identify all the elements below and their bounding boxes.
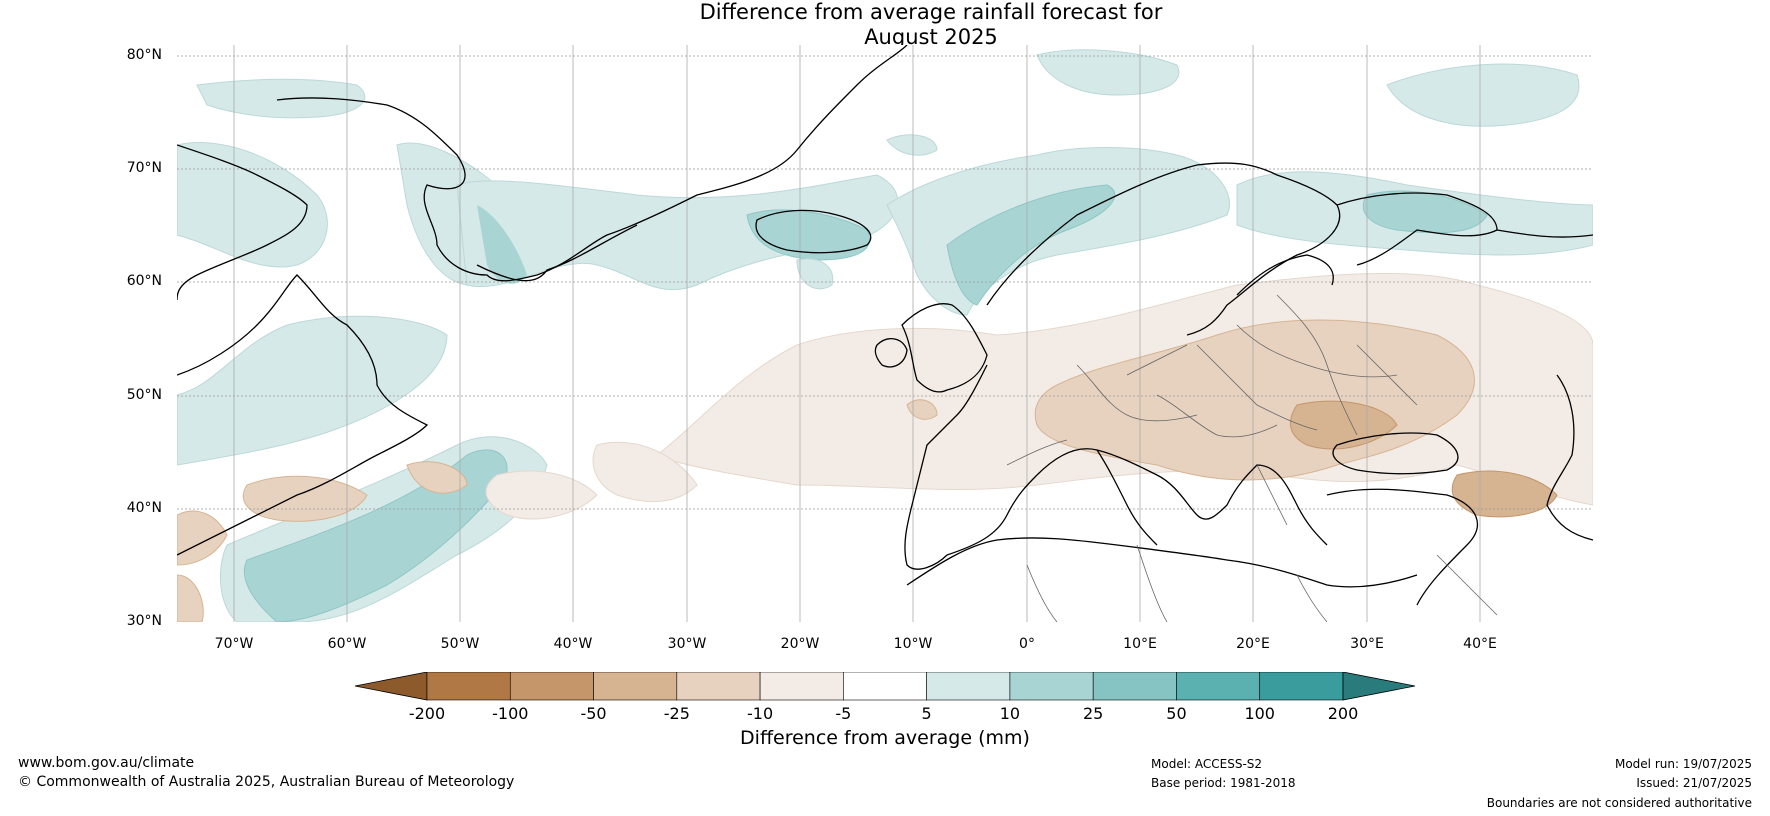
colorbar-extend-low: [354, 672, 428, 701]
colorbar-tick-label: -50: [580, 704, 607, 723]
colorbar-segment: [1259, 672, 1344, 701]
lat-label-40n: 40°N: [126, 500, 162, 516]
lon-label-30w: 30°W: [667, 636, 707, 652]
website-text: www.bom.gov.au/climate: [18, 755, 195, 771]
colorbar-tick-label: 100: [1244, 704, 1275, 723]
lon-label-10e: 10°E: [1123, 636, 1157, 652]
lon-label-40e: 40°E: [1463, 636, 1497, 652]
colorbar-segment: [1176, 672, 1261, 701]
colorbar-tick-label: -5: [835, 704, 852, 723]
colorbar-tick-label: 10: [999, 704, 1021, 723]
issued-text: Issued: 21/07/2025: [1636, 776, 1752, 790]
colorbar-segment: [509, 672, 594, 701]
colorbar-extend-high: [1342, 672, 1416, 701]
colorbar-tick-label: -10: [747, 704, 774, 723]
lon-label-30e: 30°E: [1350, 636, 1384, 652]
lat-label-80n: 80°N: [126, 47, 162, 63]
title-line-1: Difference from average rainfall forecas…: [699, 0, 1163, 24]
disclaimer-text: Boundaries are not considered authoritat…: [1486, 796, 1752, 810]
colorbar-tick-label: 200: [1327, 704, 1359, 723]
lon-label-60w: 60°W: [327, 636, 367, 652]
lat-label-30n: 30°N: [126, 613, 162, 629]
colorbar-segment: [843, 672, 927, 701]
colorbar-tick-label: 25: [1082, 704, 1104, 723]
lon-label-0: 0°: [1019, 636, 1035, 652]
lon-label-10w: 10°W: [893, 636, 933, 652]
lon-label-20e: 20°E: [1236, 636, 1270, 652]
lon-label-20w: 20°W: [780, 636, 820, 652]
lon-label-50w: 50°W: [440, 636, 480, 652]
lat-label-70n: 70°N: [126, 160, 162, 176]
copyright-text: © Commonwealth of Australia 2025, Austra…: [18, 774, 515, 790]
colorbar-tick-label: 5: [921, 704, 932, 723]
colorbar-segment: [593, 672, 678, 701]
map-title: Difference from average rainfall forecas…: [0, 0, 1770, 50]
colorbar-segment: [759, 672, 844, 701]
colorbar-segment: [926, 672, 1011, 701]
lat-label-50n: 50°N: [126, 387, 162, 403]
coastlines: [177, 45, 1593, 606]
colorbar: [354, 672, 1416, 701]
dry-anomaly-regions: [177, 272, 1593, 622]
model-run-text: Model run: 19/07/2025: [1614, 757, 1752, 771]
meridians: [233, 45, 1481, 622]
lon-label-40w: 40°W: [553, 636, 593, 652]
colorbar-tick-label: -25: [663, 704, 690, 723]
colorbar-segment: [426, 672, 511, 701]
graticule: [177, 55, 1593, 510]
colorbar-tick-label: -100: [492, 704, 529, 723]
model-text: Model: ACCESS-S2: [1151, 757, 1263, 771]
colorbar-segment: [1009, 672, 1094, 701]
lat-label-60n: 60°N: [126, 273, 162, 289]
colorbar-title: Difference from average (mm): [740, 727, 1030, 749]
lon-label-70w: 70°W: [214, 636, 254, 652]
country-boundaries: [1006, 294, 1498, 622]
colorbar-tick-label: 50: [1166, 704, 1187, 723]
colorbar-segment: [676, 672, 761, 701]
colorbar-segment: [1092, 672, 1177, 701]
colorbar-tick-label: -200: [408, 704, 446, 723]
base-period-text: Base period: 1981-2018: [1151, 776, 1296, 790]
map-canvas: [177, 45, 1593, 622]
rainfall-anomaly-map: [177, 45, 1593, 622]
